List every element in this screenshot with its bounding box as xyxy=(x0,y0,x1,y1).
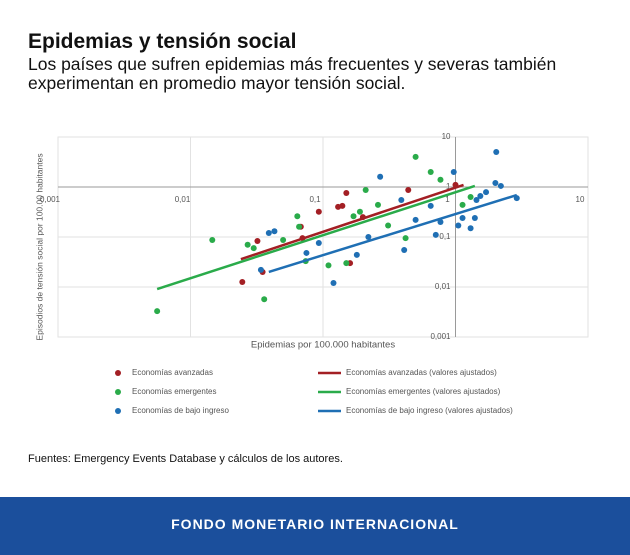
point xyxy=(483,189,490,196)
fit-line xyxy=(268,193,518,274)
source: Fuentes: Emergency Events Database y cál… xyxy=(28,453,343,465)
point xyxy=(325,262,332,269)
legend-label: Economías emergentes (valores ajustados) xyxy=(346,387,501,396)
point xyxy=(315,208,322,215)
point xyxy=(467,194,474,201)
point xyxy=(432,231,439,238)
point xyxy=(330,280,337,287)
x-tick-label: 0,1 xyxy=(309,195,321,204)
point xyxy=(398,196,405,203)
y-tick-label: 0,001 xyxy=(430,332,451,341)
point xyxy=(294,213,301,220)
y-tick-label: 10 xyxy=(442,132,451,141)
point xyxy=(154,308,161,315)
point xyxy=(244,241,251,248)
point xyxy=(250,245,257,252)
point xyxy=(353,251,360,258)
footer: FONDO MONETARIO INTERNACIONAL xyxy=(0,497,630,555)
point xyxy=(402,235,409,242)
point xyxy=(362,187,369,194)
point xyxy=(356,208,363,215)
legend-marker xyxy=(115,408,121,414)
point xyxy=(473,196,480,203)
point xyxy=(467,225,474,232)
x-axis-label: Epidemias por 100.000 habitantes xyxy=(251,340,395,351)
point xyxy=(343,260,350,267)
fit-line xyxy=(240,183,464,261)
point xyxy=(459,201,466,208)
legend-label: Economías emergentes xyxy=(132,387,217,396)
point xyxy=(450,168,457,175)
point xyxy=(427,168,434,175)
point xyxy=(493,149,500,156)
legend-marker xyxy=(115,370,121,376)
point xyxy=(385,222,392,229)
point xyxy=(343,189,350,196)
point xyxy=(401,246,408,253)
y-tick-label: 0,1 xyxy=(439,232,451,241)
point xyxy=(265,230,272,237)
point xyxy=(374,201,381,208)
point xyxy=(350,213,357,220)
point xyxy=(477,193,484,200)
point xyxy=(271,228,278,235)
point xyxy=(261,296,268,303)
x-tick-label: 0,01 xyxy=(175,195,191,204)
point xyxy=(412,216,419,223)
legend-marker xyxy=(115,389,121,395)
point xyxy=(257,266,264,273)
point xyxy=(492,180,499,187)
y-axis-label: Episodios de tensión social por 100.00 h… xyxy=(34,153,44,340)
point xyxy=(209,237,216,244)
point xyxy=(303,249,310,256)
point xyxy=(280,237,287,244)
footer-text: FONDO MONETARIO INTERNACIONAL xyxy=(171,516,459,532)
point xyxy=(339,202,346,209)
point xyxy=(455,222,462,229)
fit-line xyxy=(156,184,476,291)
point xyxy=(497,182,504,189)
subtitle: Los países que sufren epidemias más frec… xyxy=(28,54,557,93)
point xyxy=(296,223,303,230)
legend-label: Economías avanzadas (valores ajustados) xyxy=(346,368,497,377)
legend-label: Economías de bajo ingreso xyxy=(132,406,230,415)
x-tick-label: 0,001 xyxy=(40,195,61,204)
point xyxy=(405,187,412,194)
point xyxy=(365,234,372,240)
point xyxy=(315,239,322,246)
point xyxy=(459,214,466,221)
legend-label: Economías avanzadas xyxy=(132,368,213,377)
x-tick-label: 10 xyxy=(576,195,585,204)
legend-label: Economías de bajo ingreso (valores ajust… xyxy=(346,406,513,415)
point xyxy=(437,176,444,183)
point xyxy=(239,278,246,285)
title: Epidemias y tensión social xyxy=(28,30,297,53)
y-tick-label: 0,01 xyxy=(435,282,451,291)
point xyxy=(427,202,434,209)
x-tick-label: 1 xyxy=(445,195,450,204)
point xyxy=(412,153,419,160)
point xyxy=(254,238,261,245)
point xyxy=(471,214,478,221)
point xyxy=(377,173,384,180)
